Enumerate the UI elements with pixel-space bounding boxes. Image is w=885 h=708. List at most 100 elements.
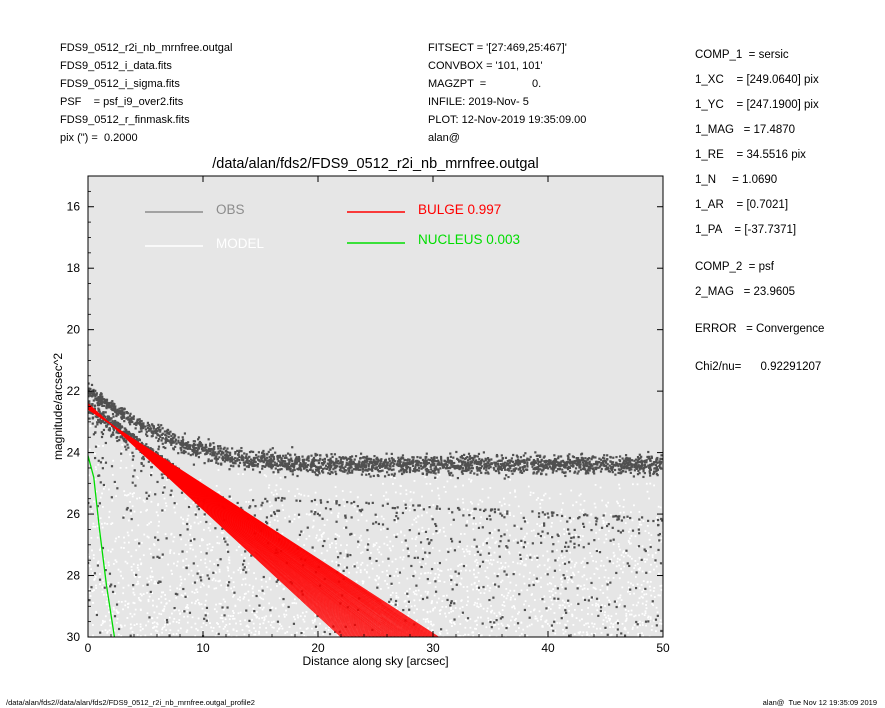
model-point [142, 639, 144, 641]
model-point [228, 556, 231, 559]
obs-point [136, 422, 140, 425]
model-point [118, 633, 120, 636]
model-point [157, 597, 160, 600]
model-point [493, 551, 496, 554]
model-point [104, 485, 106, 488]
obs-point [472, 457, 475, 460]
obs-point [564, 465, 567, 468]
obs-point [615, 461, 618, 465]
obs-point [325, 453, 328, 456]
obs-point [316, 466, 319, 469]
model-point [583, 624, 586, 627]
obs-point [474, 455, 477, 458]
model-point [99, 517, 102, 520]
model-point [122, 586, 125, 589]
obs-point [314, 459, 318, 462]
model-point [290, 638, 292, 640]
obs-point [451, 462, 454, 465]
obs-point [610, 466, 613, 469]
model-point [606, 620, 609, 623]
model-point [609, 618, 611, 621]
obs-point [349, 466, 353, 469]
obs-point [123, 412, 126, 415]
model-point [315, 503, 318, 506]
model-point [120, 459, 122, 462]
model-point [179, 575, 182, 578]
obs-point [468, 455, 472, 458]
model-point [652, 604, 655, 607]
obs-point [654, 470, 657, 473]
obs-point [486, 457, 490, 460]
obs-point [324, 464, 328, 467]
model-point [449, 640, 451, 642]
obs-point [229, 457, 233, 460]
model-point [609, 634, 612, 637]
obs-point [170, 443, 173, 446]
obs-point [539, 454, 542, 457]
obs-point [129, 423, 132, 426]
model-point [168, 599, 171, 602]
model-point [556, 622, 559, 624]
model-point [488, 600, 491, 603]
obs-point [396, 460, 400, 463]
model-point [448, 611, 450, 614]
obs-point [226, 447, 229, 450]
model-point [150, 521, 152, 523]
obs-point [97, 398, 100, 401]
model-point [216, 558, 219, 561]
model-point [634, 560, 637, 562]
model-point [152, 604, 154, 607]
obs-point [419, 456, 422, 459]
model-point [88, 589, 91, 592]
obs-point [580, 459, 583, 462]
model-point [211, 630, 214, 632]
obs-point [108, 401, 111, 405]
model-point [588, 521, 591, 524]
model-point [273, 519, 276, 522]
model-point [142, 554, 145, 557]
model-point [489, 626, 492, 629]
model-point [182, 518, 184, 521]
obs-point [206, 449, 209, 452]
model-point [598, 549, 601, 552]
model-point [299, 627, 302, 630]
model-point [415, 544, 417, 547]
model-point [432, 623, 435, 626]
obs-point [164, 433, 167, 436]
obs-point [628, 457, 632, 460]
model-point [259, 623, 261, 626]
model-point [583, 587, 586, 590]
obs-point [231, 461, 235, 464]
obs-point [238, 458, 241, 462]
obs-point [534, 461, 537, 464]
model-point [225, 589, 228, 591]
model-point [407, 614, 410, 617]
model-point [411, 523, 414, 526]
obs-point [339, 467, 342, 470]
obs-point [659, 462, 662, 465]
model-point [500, 562, 503, 564]
obs-point [283, 462, 286, 465]
model-point [627, 586, 630, 589]
model-point [113, 608, 115, 611]
model-point [569, 558, 572, 561]
model-point [255, 577, 257, 580]
obs-point [638, 472, 641, 475]
model-point [184, 565, 187, 568]
model-point [421, 495, 423, 498]
obs-point [123, 420, 126, 423]
model-point [610, 615, 613, 618]
obs-point [375, 457, 378, 461]
model-point [337, 512, 340, 515]
model-point [450, 610, 453, 613]
obs-point [514, 459, 518, 462]
model-point [583, 557, 586, 560]
model-point [548, 590, 551, 592]
model-point [225, 586, 228, 589]
obs-point [637, 464, 640, 467]
obs-point [245, 459, 248, 463]
model-point [513, 570, 516, 573]
model-point [488, 640, 490, 642]
model-point [532, 581, 534, 583]
model-point [179, 638, 181, 640]
